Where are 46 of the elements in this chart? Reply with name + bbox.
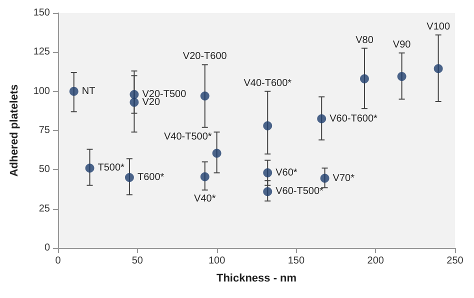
y-tick-label: 125 — [33, 46, 50, 58]
point — [397, 72, 406, 81]
y-tick-label: 100 — [33, 86, 50, 97]
annotation: V70* — [332, 172, 355, 184]
point — [85, 164, 94, 173]
annotation: V60-T600* — [330, 113, 378, 124]
point — [263, 168, 272, 178]
annotation: V40-T600* — [244, 78, 292, 89]
annotation: V90 — [392, 39, 412, 50]
x-tick-label: 150 — [288, 256, 305, 266]
point — [124, 173, 134, 182]
x-tick-label: 0 — [55, 256, 62, 266]
annotation: V40* — [194, 194, 216, 205]
point — [317, 114, 326, 124]
point — [263, 121, 272, 130]
y-tick-label: 0 — [44, 242, 50, 254]
y-tick-label: 150 — [33, 8, 50, 18]
annotation: NT — [82, 86, 96, 97]
point — [434, 64, 443, 74]
annotation: V20-T600 — [182, 51, 228, 62]
point — [212, 148, 222, 158]
y-tick-label: 25 — [38, 203, 50, 214]
x-axis-title: Thickness - nm — [216, 272, 297, 284]
annotation: V80 — [356, 34, 374, 46]
annotation: T500* — [98, 162, 125, 174]
x-tick-label: 100 — [208, 256, 226, 266]
point — [200, 172, 210, 182]
y-axis-title: Adhered platelets — [8, 84, 20, 177]
point — [130, 90, 139, 99]
annotation: V40-T500* — [164, 132, 212, 143]
annotation: V60-T500* — [276, 186, 324, 198]
annotation: T600* — [137, 172, 164, 183]
point — [360, 74, 369, 84]
point — [263, 187, 272, 196]
point — [200, 92, 210, 101]
y-tick-label: 50 — [38, 164, 50, 176]
y-tick-label: 75 — [38, 125, 50, 136]
x-tick-label: 200 — [367, 256, 384, 266]
point — [69, 86, 78, 96]
x-tick-label: 50 — [132, 256, 144, 266]
point — [130, 98, 139, 107]
annotation: V20 — [142, 96, 160, 108]
annotation: V60* — [276, 167, 298, 178]
x-tick-label: 250 — [446, 256, 464, 266]
annotation: V100 — [426, 21, 450, 32]
point — [320, 174, 330, 183]
